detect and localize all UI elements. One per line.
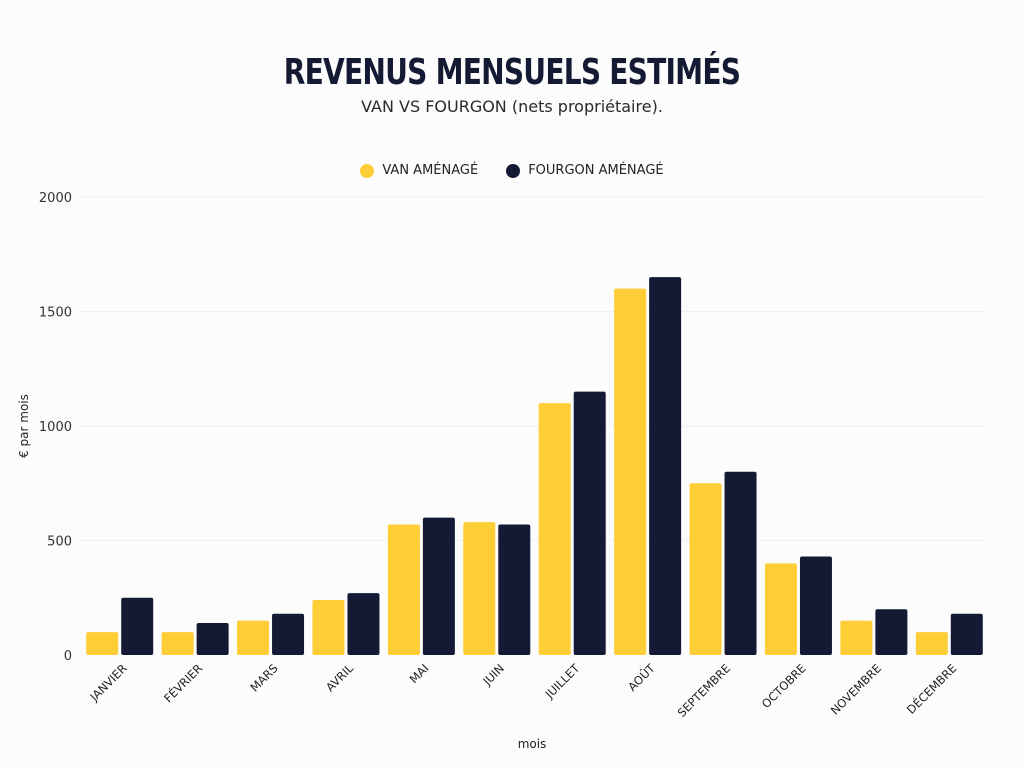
bar-van[interactable] <box>764 563 797 655</box>
bar-fourgon[interactable] <box>272 613 305 655</box>
bar-van[interactable] <box>237 620 270 655</box>
bar-fourgon[interactable] <box>799 556 832 655</box>
x-axis-label: mois <box>518 737 547 751</box>
bar-van[interactable] <box>86 632 119 655</box>
x-tick-label: JUILLET <box>542 661 583 702</box>
bar-fourgon[interactable] <box>498 524 531 655</box>
bar-fourgon[interactable] <box>724 471 757 655</box>
bar-fourgon[interactable] <box>649 277 682 655</box>
x-tick-label: DÉCEMBRE <box>903 661 959 717</box>
x-tick-label: FÉVRIER <box>160 661 205 706</box>
y-axis-label: € par mois <box>17 394 31 458</box>
legend-marker-van <box>360 163 375 178</box>
x-tick-label: SEPTEMBRE <box>675 661 734 720</box>
x-tick-label: MAI <box>407 661 432 686</box>
bar-fourgon[interactable] <box>121 597 154 655</box>
bar-fourgon[interactable] <box>573 391 606 655</box>
x-tick-label: MARS <box>247 661 280 694</box>
y-tick-label: 500 <box>47 535 72 550</box>
bar-van[interactable] <box>312 600 345 655</box>
bar-van[interactable] <box>614 288 647 655</box>
bar-fourgon[interactable] <box>196 622 229 655</box>
chart-title: REVENUS MENSUELS ESTIMÉS <box>283 52 741 93</box>
x-tick-label: NOVEMBRE <box>828 661 884 717</box>
x-axis-ticks: JANVIER FÉVRIER MARS AVRIL MAI JUIN JUILLET AOÛ… <box>87 660 960 720</box>
x-tick-label: AOÛT <box>624 660 658 694</box>
bar-van[interactable] <box>161 632 194 655</box>
bar-fourgon[interactable] <box>347 593 380 655</box>
y-tick-label: 0 <box>64 649 72 664</box>
bar-fourgon[interactable] <box>950 613 983 655</box>
bar-fourgon[interactable] <box>875 609 908 655</box>
bar-van[interactable] <box>387 524 420 655</box>
x-tick-label: JANVIER <box>87 661 130 704</box>
y-tick-label: 2000 <box>39 191 72 206</box>
chart-subtitle: VAN VS FOURGON (nets propriétaire). <box>361 97 663 116</box>
y-axis-ticks: 0 500 1000 1500 2000 <box>39 191 72 664</box>
x-tick-label: AVRIL <box>323 661 357 695</box>
bar-van[interactable] <box>689 483 722 655</box>
y-tick-label: 1000 <box>39 420 72 435</box>
y-tick-label: 1500 <box>39 306 72 321</box>
x-tick-label: OCTOBRE <box>759 661 809 711</box>
bar-van[interactable] <box>840 620 873 655</box>
legend: VAN AMÉNAGÉ FOURGON AMÉNAGÉ <box>0 163 1024 178</box>
x-tick-label: JUIN <box>479 661 506 688</box>
legend-marker-fourgon <box>506 163 521 178</box>
bar-van[interactable] <box>463 522 496 655</box>
legend-item-van[interactable]: VAN AMÉNAGÉ <box>360 163 478 178</box>
bar-fourgon[interactable] <box>422 517 455 655</box>
bar-van[interactable] <box>538 403 571 655</box>
legend-label-fourgon: FOURGON AMÉNAGÉ <box>528 163 664 178</box>
bars <box>86 277 983 655</box>
bar-van[interactable] <box>915 632 948 655</box>
legend-label-van: VAN AMÉNAGÉ <box>382 163 479 178</box>
legend-item-fourgon[interactable]: FOURGON AMÉNAGÉ <box>506 163 664 178</box>
gridlines <box>80 196 985 541</box>
